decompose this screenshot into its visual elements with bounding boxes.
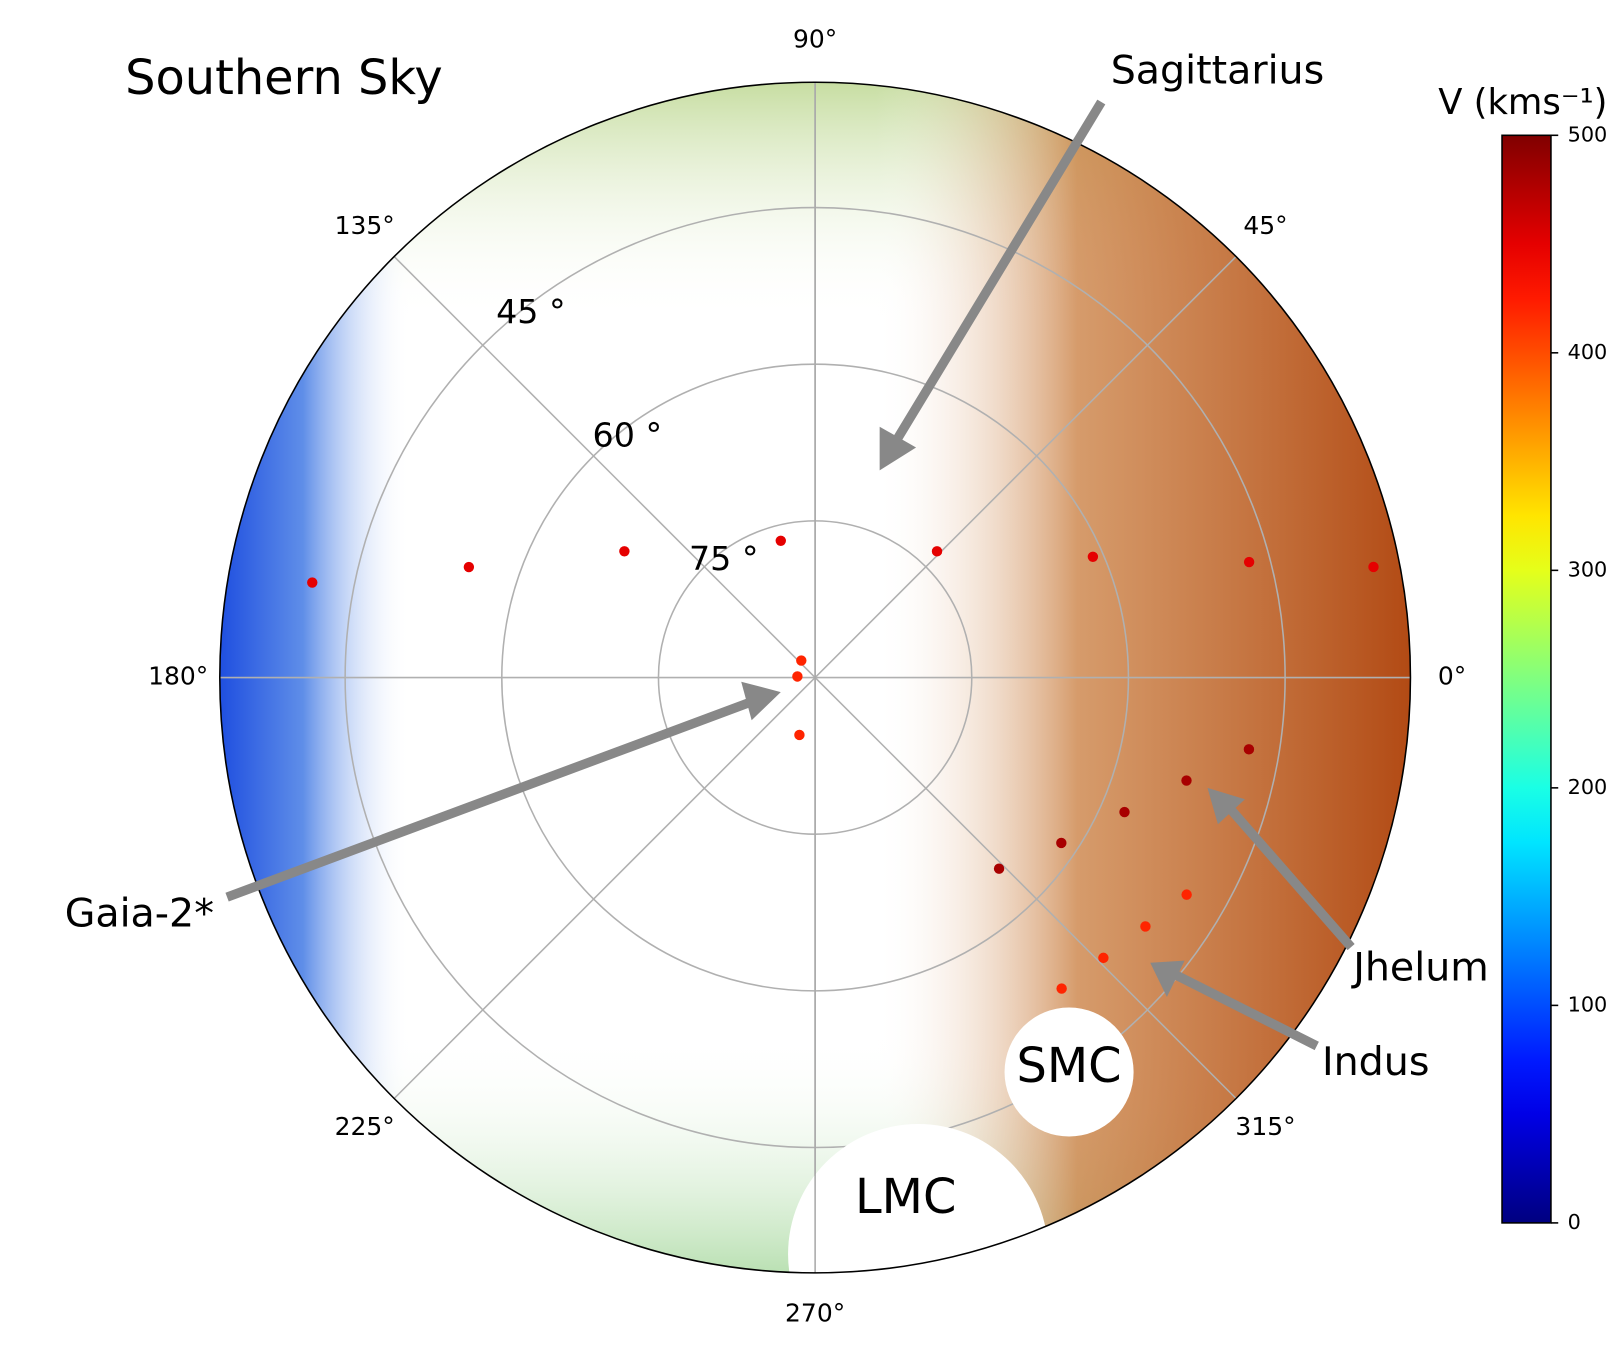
star-point [1140, 921, 1151, 932]
spoke [814, 256, 1237, 679]
y-tick-label: 60 ° [593, 416, 663, 455]
star-point [794, 729, 805, 741]
spoke [393, 676, 816, 1100]
colorbar-tick-label: 300 [1568, 557, 1608, 581]
x-tick-label: 180° [148, 662, 208, 691]
colorbar-fill [1501, 134, 1552, 1224]
x-tick-label: 45° [1243, 211, 1287, 240]
lmc-mask [788, 1124, 1049, 1273]
annotation: Indus [1322, 1039, 1429, 1085]
spoke [393, 256, 816, 679]
star-point [1181, 889, 1192, 900]
star-point [1087, 551, 1099, 562]
star-point [307, 577, 318, 588]
star-point [792, 671, 803, 682]
chart-title: Southern Sky [125, 51, 443, 106]
x-tick-label: 315° [1235, 1112, 1295, 1141]
arrows [225, 99, 1355, 1051]
colorbar-tick-label: 200 [1568, 775, 1608, 799]
colorbar-tick-label: 500 [1568, 122, 1608, 146]
lmc-label: LMC [855, 1170, 956, 1225]
smc-mask [1004, 1007, 1134, 1137]
colorbar-tick-label: 100 [1568, 992, 1608, 1016]
star-point [463, 561, 475, 573]
star-point [619, 546, 630, 557]
annotation: Gaia-2* [65, 890, 214, 936]
colorbar-tick-label: 0 [1568, 1210, 1581, 1234]
star-point [1368, 561, 1379, 573]
star-point [1243, 556, 1255, 568]
x-tick-label: 90° [793, 25, 837, 54]
masks [788, 1007, 1134, 1273]
star-point [931, 546, 943, 557]
star-point [1181, 775, 1192, 786]
smc-label: SMC [1017, 1039, 1122, 1094]
star-point [1056, 983, 1067, 994]
star-point [1243, 744, 1255, 755]
star-point [1056, 837, 1067, 849]
star-point [796, 655, 807, 666]
annotation: Jhelum [1350, 944, 1489, 990]
colorbar: 0 100 200 300 400 500 [1501, 122, 1608, 1234]
annotation: Sagittarius [1111, 47, 1325, 93]
x-tick-label: 270° [785, 1298, 845, 1327]
colorbar-tick-label: 400 [1568, 340, 1608, 364]
x-tick-label: 135° [335, 211, 395, 240]
colorbar-label: V (kms⁻¹) [1438, 82, 1607, 123]
star-point [993, 863, 1005, 874]
star-point [1119, 806, 1130, 818]
points [307, 535, 1379, 994]
spoke [814, 676, 1237, 1100]
outer-frame [219, 81, 1412, 1274]
star-point [1098, 952, 1109, 964]
x-tick-label: 225° [335, 1112, 395, 1141]
y-tick-label: 45 ° [496, 292, 566, 331]
x-tick-label: 0° [1438, 662, 1466, 691]
star-point [775, 535, 786, 546]
y-tick-label: 75 ° [689, 539, 759, 578]
